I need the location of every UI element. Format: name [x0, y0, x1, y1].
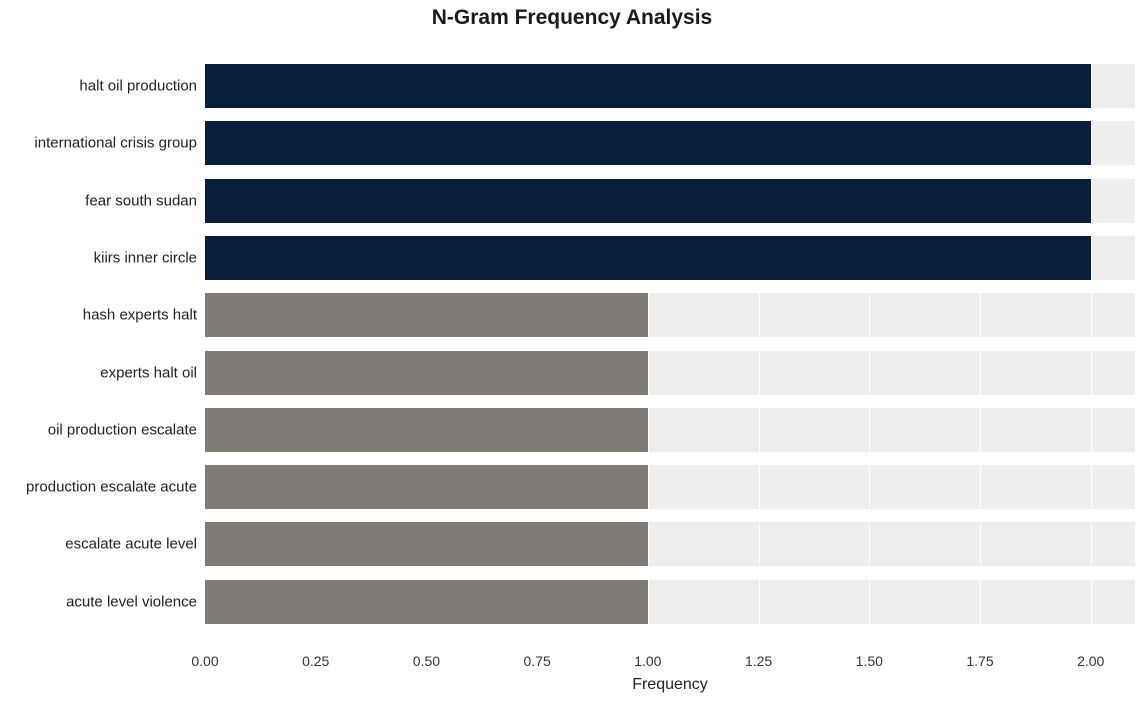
bar	[205, 522, 648, 566]
y-tick-label: hash experts halt	[83, 307, 205, 324]
bar	[205, 121, 1091, 165]
y-tick-label: halt oil production	[79, 78, 205, 95]
bar	[205, 580, 648, 624]
y-tick-label: acute level violence	[66, 593, 205, 610]
y-tick-label: escalate acute level	[65, 536, 205, 553]
bar	[205, 236, 1091, 280]
bar	[205, 351, 648, 395]
bar	[205, 179, 1091, 223]
y-tick-label: international crisis group	[34, 135, 205, 152]
bar	[205, 64, 1091, 108]
bar	[205, 465, 648, 509]
y-tick-label: oil production escalate	[48, 421, 205, 438]
x-axis-label: Frequency	[205, 641, 1135, 694]
bar	[205, 408, 648, 452]
chart-title: N-Gram Frequency Analysis	[0, 6, 1144, 30]
x-gridline	[1091, 36, 1092, 641]
y-tick-label: production escalate acute	[26, 479, 205, 496]
y-tick-label: experts halt oil	[100, 364, 205, 381]
ngram-frequency-chart: N-Gram Frequency Analysis 0.000.250.500.…	[0, 0, 1144, 701]
y-tick-label: fear south sudan	[85, 192, 205, 209]
plot-area: 0.000.250.500.751.001.251.501.752.00halt…	[205, 36, 1135, 641]
bar	[205, 293, 648, 337]
y-tick-label: kiirs inner circle	[94, 249, 205, 266]
